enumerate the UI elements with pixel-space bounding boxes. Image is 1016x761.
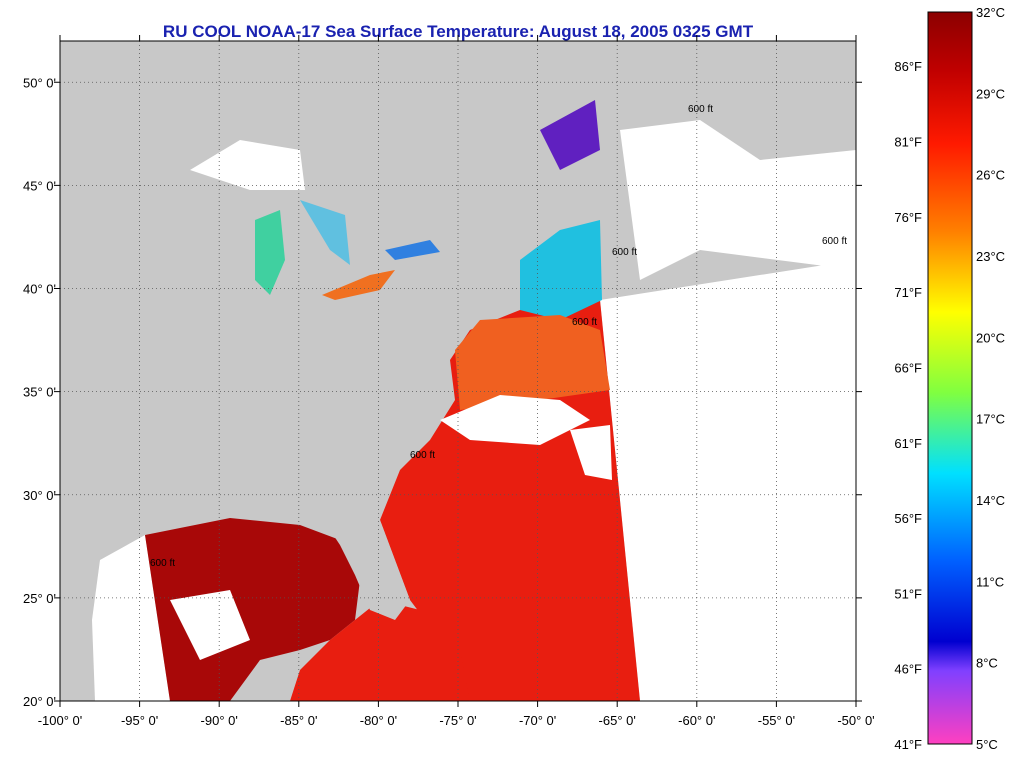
isobath-label: 600 ft bbox=[410, 450, 435, 461]
cloud-patch-1 bbox=[440, 395, 590, 445]
sst-mid-atlantic-coast bbox=[455, 315, 610, 410]
colorbar-celsius-label: 32°C bbox=[976, 5, 1005, 20]
map-title: RU COOL NOAA-17 Sea Surface Temperature:… bbox=[162, 22, 754, 41]
y-tick-label: 50° 0' bbox=[23, 75, 56, 90]
x-tick-label: -85° 0' bbox=[280, 713, 317, 728]
lake-superior bbox=[190, 140, 305, 190]
isobath-label: 600 ft bbox=[822, 236, 847, 247]
colorbar-fahrenheit-labels: 86°F 81°F 76°F 71°F 66°F 61°F 56°F 51°F 46°F 41°F bbox=[894, 59, 922, 752]
colorbar-fahrenheit-label: 41°F bbox=[894, 737, 922, 752]
colorbar-fahrenheit-label: 86°F bbox=[894, 59, 922, 74]
colorbar-fahrenheit-label: 66°F bbox=[894, 360, 922, 375]
colorbar-fahrenheit-label: 76°F bbox=[894, 210, 922, 225]
x-tick-label: -50° 0' bbox=[837, 713, 874, 728]
colorbar-celsius-label: 20°C bbox=[976, 330, 1005, 345]
colorbar-celsius-label: 11°C bbox=[976, 574, 1004, 589]
x-tick-label: -70° 0' bbox=[519, 713, 556, 728]
lake-michigan bbox=[255, 210, 285, 295]
y-tick-label: 30° 0' bbox=[23, 488, 56, 503]
x-tick-label: -65° 0' bbox=[599, 713, 636, 728]
colorbar-fahrenheit-label: 81°F bbox=[894, 135, 922, 150]
lake-ontario bbox=[385, 240, 440, 260]
x-tick-label: -55° 0' bbox=[758, 713, 795, 728]
longitude-axis: -100° 0' -95° 0' -90° 0' -85° 0' -80° 0' -75°… bbox=[38, 35, 875, 728]
colorbar-fahrenheit-label: 71°F bbox=[894, 285, 922, 300]
colorbar-celsius-label: 26°C bbox=[976, 168, 1005, 183]
colorbar-fahrenheit-label: 56°F bbox=[894, 511, 922, 526]
colorbar-celsius-label: 17°C bbox=[976, 412, 1005, 427]
sst-caribbean bbox=[290, 600, 470, 701]
y-tick-label: 45° 0' bbox=[23, 178, 56, 193]
no-data-north-atlantic bbox=[620, 120, 856, 280]
sst-gulf-of-maine bbox=[520, 220, 602, 320]
isobath-label: 600 ft bbox=[572, 317, 597, 328]
sst-atlantic-swath bbox=[380, 300, 640, 701]
colorbar-fahrenheit-label: 51°F bbox=[894, 586, 922, 601]
cloud-patch-3 bbox=[170, 590, 250, 660]
latitude-axis: 20° 0' 25° 0' 30° 0' 35° 0' 40° 0' 45° 0' 50° … bbox=[23, 75, 862, 709]
cloud-patch-2 bbox=[570, 425, 612, 480]
x-tick-label: -80° 0' bbox=[360, 713, 397, 728]
y-tick-label: 20° 0' bbox=[23, 694, 56, 709]
y-tick-label: 40° 0' bbox=[23, 282, 56, 297]
x-tick-label: -60° 0' bbox=[678, 713, 715, 728]
florida-land bbox=[330, 520, 410, 620]
colorbar-celsius-label: 14°C bbox=[976, 493, 1005, 508]
no-data-gulf-west bbox=[92, 535, 170, 701]
colorbar-celsius-labels: 32°C 29°C 26°C 23°C 20°C 17°C 14°C 11°C 8°C 5°C bbox=[976, 5, 1005, 752]
y-tick-label: 35° 0' bbox=[23, 385, 56, 400]
no-data-atlantic bbox=[600, 260, 856, 701]
isobath-label: 600 ft bbox=[612, 247, 637, 258]
isobath-label: 600 ft bbox=[688, 104, 713, 115]
colorbar-fahrenheit-label: 61°F bbox=[894, 436, 922, 451]
colorbar-celsius-label: 5°C bbox=[976, 737, 998, 752]
isobath-labels: 600 ft 600 ft 600 ft 600 ft 600 ft 600 ft bbox=[150, 104, 847, 569]
x-tick-label: -100° 0' bbox=[38, 713, 83, 728]
lake-erie bbox=[322, 270, 395, 300]
colorbar-celsius-label: 29°C bbox=[976, 86, 1005, 101]
x-tick-label: -75° 0' bbox=[439, 713, 476, 728]
temperature-colorbar bbox=[927, 11, 973, 745]
x-tick-label: -90° 0' bbox=[201, 713, 238, 728]
colorbar-fahrenheit-label: 46°F bbox=[894, 662, 922, 677]
y-tick-label: 25° 0' bbox=[23, 591, 56, 606]
colorbar-celsius-label: 23°C bbox=[976, 249, 1005, 264]
isobath-label: 600 ft bbox=[150, 558, 175, 569]
colorbar-celsius-label: 8°C bbox=[976, 656, 998, 671]
sst-st-lawrence bbox=[540, 100, 600, 170]
lake-huron bbox=[300, 200, 350, 265]
x-tick-label: -95° 0' bbox=[121, 713, 158, 728]
